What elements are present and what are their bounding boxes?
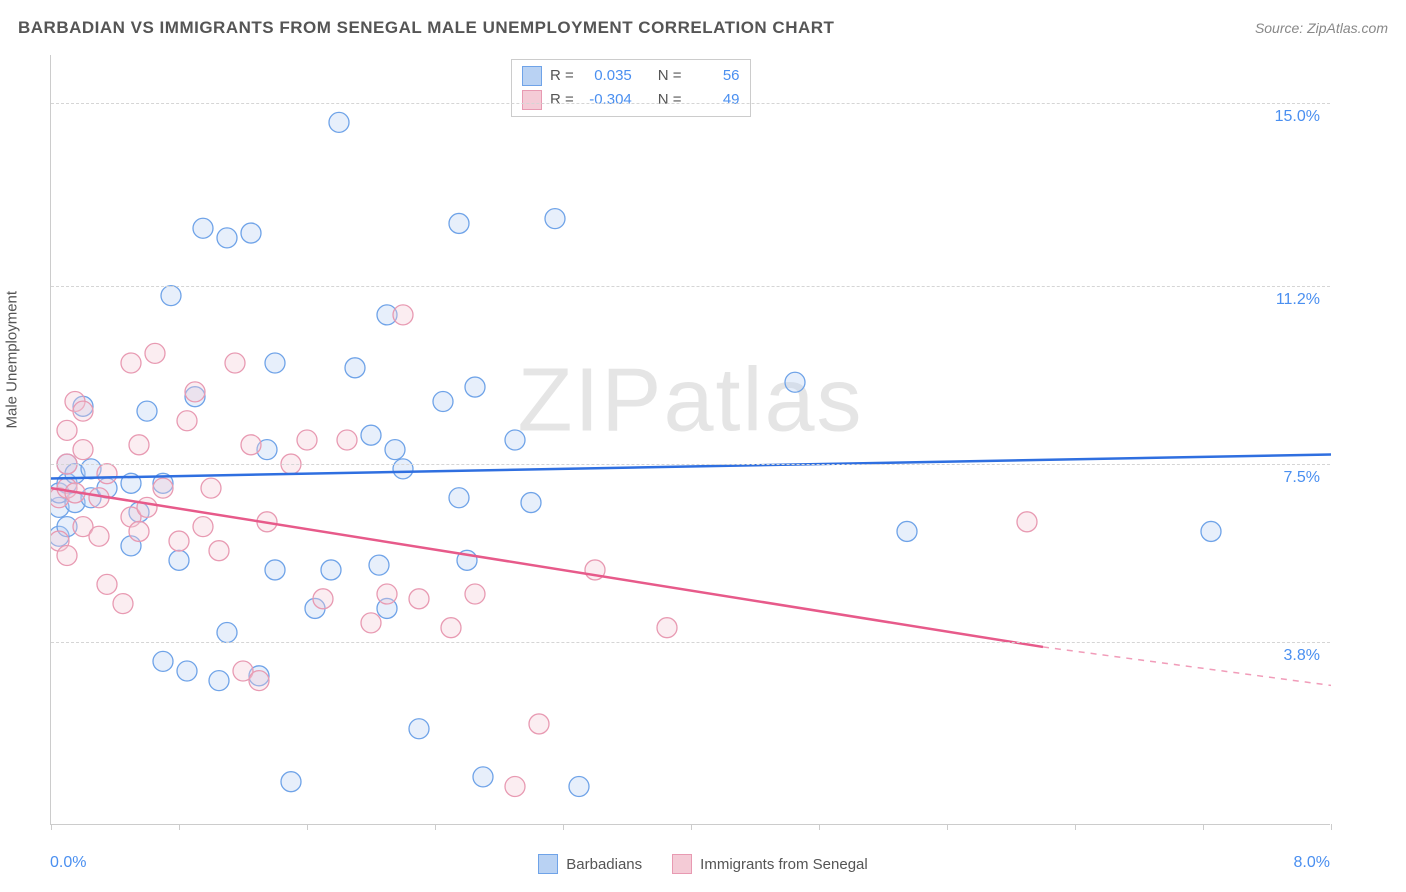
- gridline: [51, 642, 1330, 643]
- x-tick: [947, 824, 948, 830]
- y-axis-label: Male Unemployment: [4, 291, 21, 429]
- legend-label: Immigrants from Senegal: [700, 856, 868, 873]
- chart-title: BARBADIAN VS IMMIGRANTS FROM SENEGAL MAL…: [18, 18, 834, 38]
- series-legend: Barbadians Immigrants from Senegal: [0, 854, 1406, 874]
- legend-item: Immigrants from Senegal: [672, 854, 868, 874]
- y-tick-label: 11.2%: [1276, 291, 1320, 309]
- x-tick: [1075, 824, 1076, 830]
- scatter-svg: [51, 55, 1331, 825]
- y-tick-label: 3.8%: [1284, 647, 1320, 665]
- r-label: R =: [550, 64, 574, 88]
- source-attribution: Source: ZipAtlas.com: [1255, 20, 1388, 36]
- correlation-stats-box: R = 0.035 N = 56 R = -0.304 N = 49: [511, 59, 751, 117]
- x-tick: [435, 824, 436, 830]
- stats-row: R = 0.035 N = 56: [522, 64, 740, 88]
- r-label: R =: [550, 88, 574, 112]
- n-value: 49: [690, 88, 740, 112]
- n-value: 56: [690, 64, 740, 88]
- x-max-label: 8.0%: [1294, 854, 1330, 872]
- swatch-series-1: [522, 66, 542, 86]
- x-tick: [819, 824, 820, 830]
- y-tick-label: 15.0%: [1275, 108, 1320, 126]
- legend-label: Barbadians: [566, 856, 642, 873]
- x-tick: [1331, 824, 1332, 830]
- gridline: [51, 464, 1330, 465]
- n-label: N =: [658, 64, 682, 88]
- stats-row: R = -0.304 N = 49: [522, 88, 740, 112]
- r-value: -0.304: [582, 88, 632, 112]
- chart-plot-area: ZIPatlas R = 0.035 N = 56 R = -0.304 N =…: [50, 55, 1330, 825]
- x-min-label: 0.0%: [50, 854, 86, 872]
- x-tick: [179, 824, 180, 830]
- x-tick: [1203, 824, 1204, 830]
- legend-item: Barbadians: [538, 854, 642, 874]
- swatch-series-2: [672, 854, 692, 874]
- gridline: [51, 286, 1330, 287]
- swatch-series-1: [538, 854, 558, 874]
- y-tick-label: 7.5%: [1284, 469, 1320, 487]
- x-tick: [691, 824, 692, 830]
- swatch-series-2: [522, 90, 542, 110]
- x-tick: [307, 824, 308, 830]
- r-value: 0.035: [582, 64, 632, 88]
- gridline: [51, 103, 1330, 104]
- n-label: N =: [658, 88, 682, 112]
- x-tick: [51, 824, 52, 830]
- x-tick: [563, 824, 564, 830]
